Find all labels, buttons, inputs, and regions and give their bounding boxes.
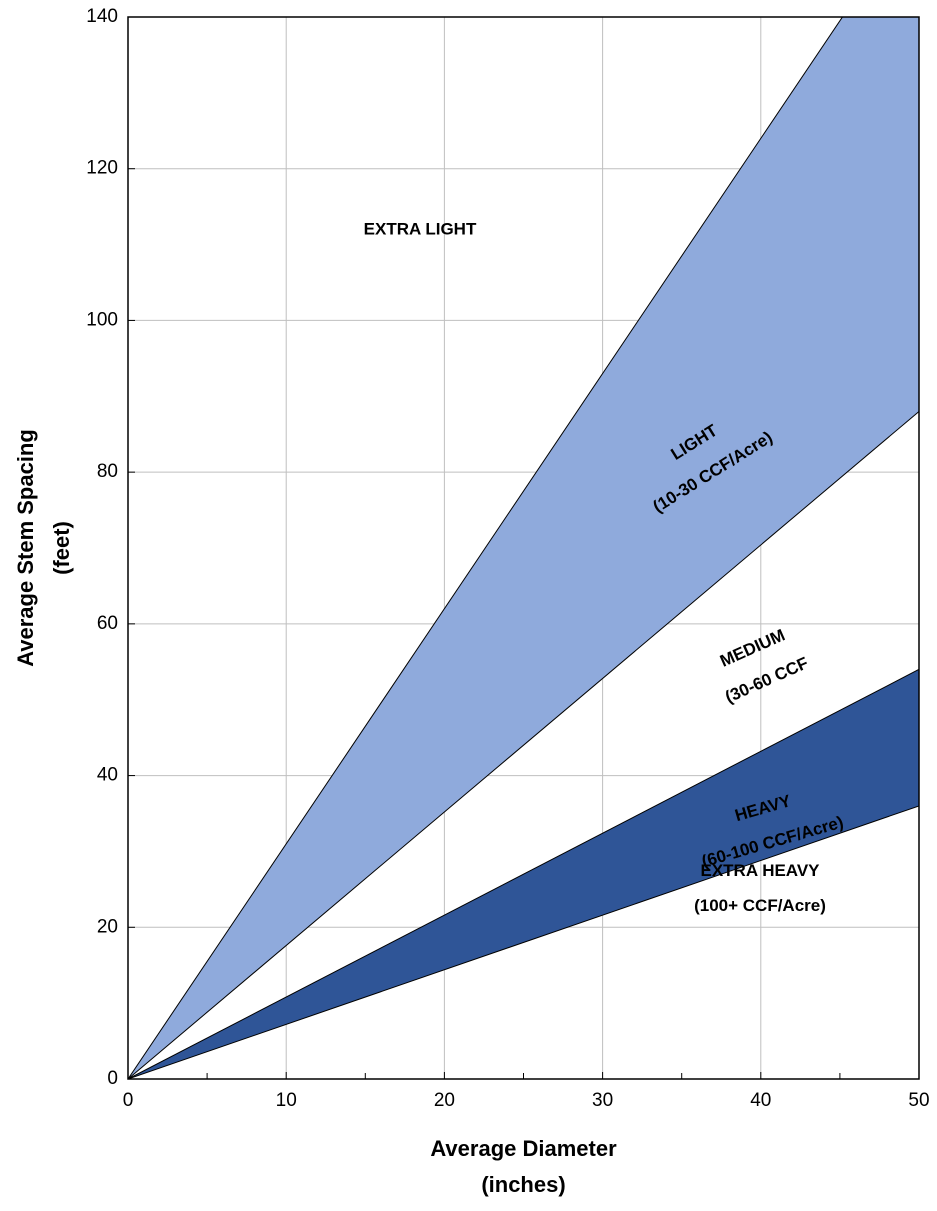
x-tick-label: 0 [123, 1090, 134, 1111]
y-tick-label: 120 [86, 158, 118, 179]
x-tick-label: 30 [592, 1090, 613, 1111]
annotation-text: EXTRA LIGHT [364, 219, 477, 238]
boundary-line [128, 17, 844, 1079]
y-axis-label: Average Stem Spacing [13, 429, 38, 667]
boundary-line [128, 668, 919, 1079]
band [128, 17, 919, 1079]
y-axis-label: (feet) [49, 521, 74, 575]
annotation: MEDIUM(30-60 CCF [717, 625, 811, 706]
y-tick-label: 60 [97, 613, 118, 634]
y-tick-label: 40 [97, 765, 118, 786]
x-tick-label: 10 [276, 1090, 297, 1111]
y-tick-label: 20 [97, 916, 118, 937]
y-tick-label: 140 [86, 6, 118, 27]
x-tick-label: 20 [434, 1090, 455, 1111]
y-tick-label: 80 [97, 461, 118, 482]
annotation-text: EXTRA HEAVY [700, 861, 820, 880]
x-axis-label: Average Diameter [430, 1136, 617, 1161]
annotation-text: (100+ CCF/Acre) [694, 896, 826, 915]
y-tick-label: 100 [86, 309, 118, 330]
annotation: EXTRA HEAVY (100+ CCF/Acre) [694, 861, 826, 915]
y-tick-label: 0 [107, 1068, 118, 1089]
x-tick-label: 50 [908, 1090, 929, 1111]
x-axis-label: (inches) [481, 1172, 565, 1197]
bands [128, 17, 919, 1079]
x-tick-label: 40 [750, 1090, 771, 1111]
boundary-line [128, 411, 919, 1079]
annotation: EXTRA LIGHT [364, 219, 477, 238]
boundary-line [128, 805, 919, 1079]
